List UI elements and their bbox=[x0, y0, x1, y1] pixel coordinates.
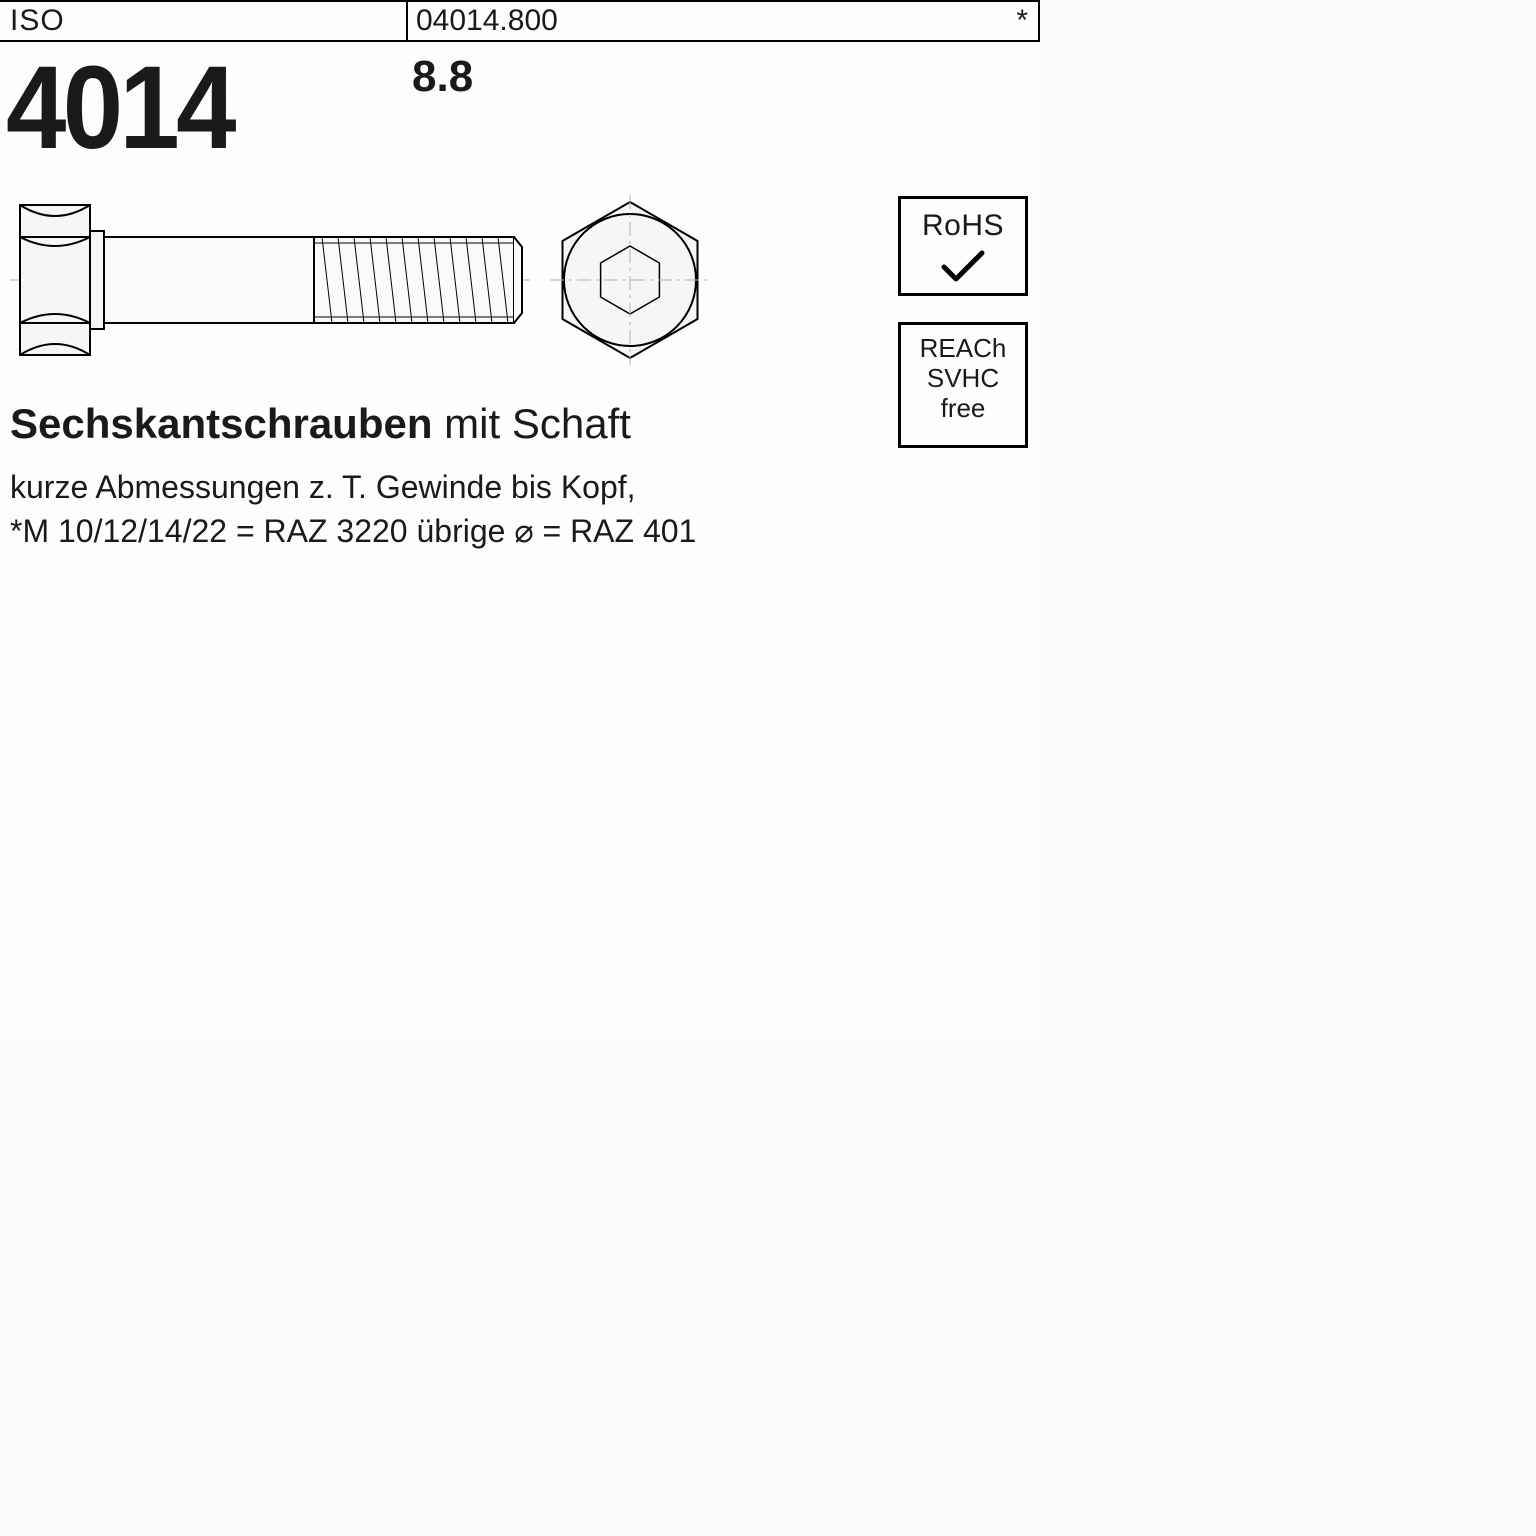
standard-number: 4014 bbox=[6, 40, 233, 176]
checkmark-icon bbox=[938, 247, 988, 287]
product-description: kurze Abmessungen z. T. Gewinde bis Kopf… bbox=[10, 465, 696, 553]
reach-line-3: free bbox=[901, 393, 1025, 423]
reach-line-1: REACh bbox=[901, 333, 1025, 363]
reach-line-2: SVHC bbox=[901, 363, 1025, 393]
title-rest: mit Schaft bbox=[433, 400, 631, 447]
rohs-label: RoHS bbox=[901, 209, 1025, 243]
asterisk-mark: * bbox=[1016, 2, 1028, 40]
bolt-drawing bbox=[10, 195, 730, 365]
article-code: 04014.800 * bbox=[408, 2, 1038, 40]
iso-label: ISO bbox=[0, 2, 408, 40]
code-value: 04014.800 bbox=[416, 4, 558, 37]
header-bar: ISO 04014.800 * bbox=[0, 0, 1040, 42]
desc-line-1: kurze Abmessungen z. T. Gewinde bis Kopf… bbox=[10, 465, 696, 509]
datasheet-card: ISO 04014.800 * 4014 8.8 bbox=[0, 0, 1040, 1040]
reach-badge: REACh SVHC free bbox=[898, 322, 1028, 448]
desc-line-2: *M 10/12/14/22 = RAZ 3220 übrige ⌀ = RAZ… bbox=[10, 509, 696, 553]
title-bold: Sechskantschrauben bbox=[10, 400, 433, 447]
rohs-badge: RoHS bbox=[898, 196, 1028, 296]
product-title: Sechskantschrauben mit Schaft bbox=[10, 400, 631, 448]
strength-grade: 8.8 bbox=[412, 52, 473, 102]
